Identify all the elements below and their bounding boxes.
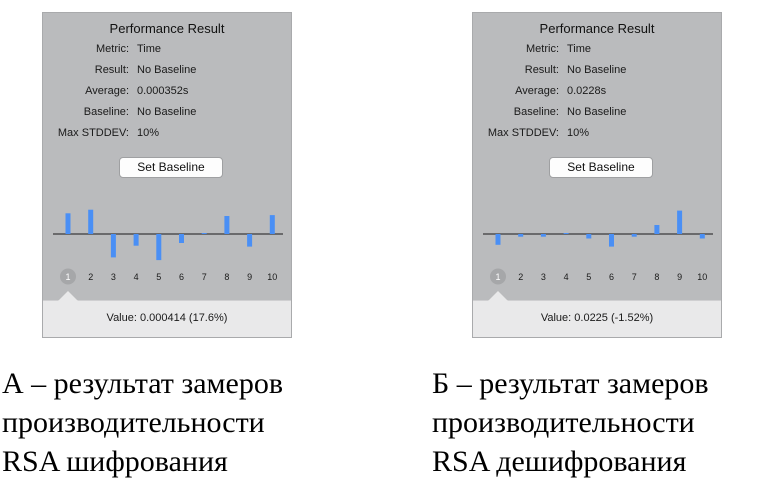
popover-title: Performance Result: [539, 21, 655, 36]
run-number-label[interactable]: 1: [65, 272, 70, 282]
popover-title: Performance Result: [109, 21, 225, 36]
run-number-label[interactable]: 4: [134, 272, 139, 282]
result-value: No Baseline: [567, 64, 627, 76]
measurement-bar-chart: 1 2 3 4 5 6 7 8 9 10: [483, 210, 713, 285]
measurement-bar[interactable]: [631, 234, 637, 237]
selected-run-indicator: [490, 268, 506, 285]
average-row: Average: 0.000352s: [43, 85, 291, 106]
run-number-label[interactable]: 3: [111, 272, 116, 282]
measurement-bar[interactable]: [495, 234, 501, 245]
selected-value-text: Value: 0.0225 (-1.52%): [540, 312, 654, 324]
average-value: 0.000352s: [137, 85, 189, 97]
measurement-bar[interactable]: [699, 234, 705, 239]
run-number-label[interactable]: 2: [88, 272, 93, 282]
baseline-value: No Baseline: [137, 106, 197, 118]
average-label: Average:: [515, 85, 559, 97]
result-details: Metric: Time Result: No Baseline Average…: [43, 43, 291, 148]
max-stddev-label: Max STDDEV:: [57, 127, 129, 139]
measurement-bar[interactable]: [518, 234, 524, 237]
measurement-bar[interactable]: [88, 209, 94, 234]
measurement-bar-chart: 1 2 3 4 5 6 7 8 9 10: [53, 209, 283, 285]
measurement-bar[interactable]: [110, 234, 116, 258]
caption-line: RSA дешифрования: [432, 445, 687, 478]
run-number-label[interactable]: 10: [697, 272, 707, 282]
run-number-label[interactable]: 9: [247, 272, 252, 282]
run-number-label[interactable]: 7: [202, 272, 207, 282]
measurement-bar[interactable]: [586, 234, 592, 239]
measurement-bar[interactable]: [609, 234, 614, 247]
measurement-bar[interactable]: [677, 210, 683, 234]
max-stddev-value: 10%: [137, 127, 160, 139]
caption-a: А – результат замеров производительности…: [2, 364, 283, 481]
result-label: Result:: [94, 64, 129, 76]
value-footer: Value: 0.0225 (-1.52%): [473, 291, 721, 337]
metric-value: Time: [567, 43, 592, 55]
run-number-label[interactable]: 4: [564, 272, 569, 282]
metric-row: Metric: Time: [473, 43, 721, 64]
run-number-label[interactable]: 5: [156, 272, 161, 282]
caption-b: Б – результат замеров производительности…: [432, 364, 709, 481]
result-value: No Baseline: [137, 64, 197, 76]
measurement-bar[interactable]: [563, 233, 569, 234]
run-number-label[interactable]: 5: [586, 272, 591, 282]
set-baseline-button[interactable]: Set Baseline: [119, 157, 223, 178]
measurement-bar[interactable]: [133, 234, 139, 246]
max-stddev-row: Max STDDEV: 10%: [43, 127, 291, 148]
metric-row: Metric: Time: [43, 43, 291, 64]
measurement-bar[interactable]: [201, 233, 207, 234]
metric-value: Time: [137, 43, 162, 55]
max-stddev-row: Max STDDEV: 10%: [473, 127, 721, 148]
performance-result-popover-a: Performance Result Metric: Time Result: …: [42, 12, 292, 338]
run-number-label[interactable]: 2: [518, 272, 523, 282]
caption-line: производительности: [2, 406, 265, 439]
average-label: Average:: [85, 85, 129, 97]
result-row: Result: No Baseline: [473, 64, 721, 85]
measurement-bar[interactable]: [247, 234, 253, 247]
selection-pointer: [488, 291, 508, 301]
run-number-label[interactable]: 6: [179, 272, 184, 282]
metric-label: Metric:: [96, 43, 129, 55]
selection-pointer: [58, 291, 78, 301]
measurement-bar[interactable]: [65, 213, 71, 234]
caption-line: производительности: [432, 406, 695, 439]
metric-label: Metric:: [526, 43, 559, 55]
measurement-bar[interactable]: [269, 215, 275, 234]
baseline-row: Baseline: No Baseline: [473, 106, 721, 127]
run-number-label[interactable]: 3: [541, 272, 546, 282]
result-details: Metric: Time Result: No Baseline Average…: [473, 43, 721, 148]
average-row: Average: 0.0228s: [473, 85, 721, 106]
measurement-bar[interactable]: [179, 234, 184, 243]
run-number-label[interactable]: 10: [267, 272, 277, 282]
run-number-label[interactable]: 1: [495, 272, 500, 282]
measurement-bar[interactable]: [654, 225, 660, 234]
measurement-bar[interactable]: [540, 234, 546, 237]
value-footer: Value: 0.000414 (17.6%): [43, 291, 291, 337]
measurement-bar[interactable]: [224, 216, 230, 234]
caption-line: Б – результат замеров: [432, 367, 709, 400]
run-number-label[interactable]: 8: [224, 272, 229, 282]
baseline-row: Baseline: No Baseline: [43, 106, 291, 127]
result-row: Result: No Baseline: [43, 64, 291, 85]
result-label: Result:: [524, 64, 559, 76]
run-number-label[interactable]: 9: [677, 272, 682, 282]
max-stddev-value: 10%: [567, 127, 590, 139]
baseline-label: Baseline:: [83, 106, 129, 118]
run-number-label[interactable]: 7: [632, 272, 637, 282]
caption-line: А – результат замеров: [2, 367, 284, 400]
measurement-bar[interactable]: [156, 234, 162, 261]
selected-value-text: Value: 0.000414 (17.6%): [106, 312, 228, 324]
caption-line: RSA шифрования: [2, 445, 228, 478]
run-number-label[interactable]: 6: [609, 272, 614, 282]
max-stddev-label: Max STDDEV:: [487, 127, 559, 139]
selected-run-indicator: [60, 268, 76, 285]
run-number-label[interactable]: 8: [654, 272, 659, 282]
average-value: 0.0228s: [567, 85, 607, 97]
baseline-value: No Baseline: [567, 106, 627, 118]
baseline-label: Baseline:: [513, 106, 559, 118]
performance-result-popover-b: Performance Result Metric: Time Result: …: [472, 12, 722, 338]
set-baseline-button[interactable]: Set Baseline: [549, 157, 653, 178]
